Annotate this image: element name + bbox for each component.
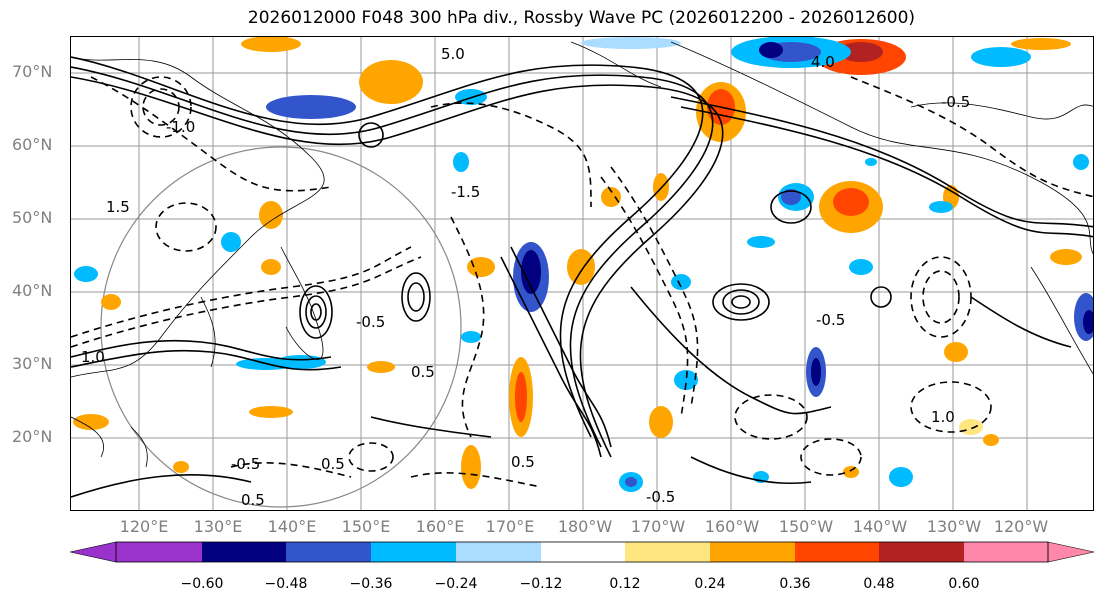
dashed-contours [71, 76, 1093, 488]
contour-label: -0.5 [231, 455, 260, 473]
colorbar-tick: −0.24 [434, 576, 478, 592]
lon-label-150w: 150°W [778, 517, 834, 536]
colorbar-arrow-low [69, 541, 117, 563]
lat-label-60n: 60°N [12, 135, 53, 154]
contour-label: 0.5 [321, 455, 345, 473]
lon-label-130w: 130°W [926, 517, 982, 536]
solid-contours [71, 56, 1093, 498]
colorbar-swatch [710, 542, 795, 562]
lon-label-140w: 140°W [852, 517, 908, 536]
lon-label-120w: 120°W [993, 517, 1049, 536]
contour-label: 1.0 [931, 408, 955, 426]
colorbar-tick: 0.24 [694, 576, 726, 592]
colorbar-swatch [456, 542, 541, 562]
lon-label-180w: 180°W [557, 517, 613, 536]
contour-label: 0.5 [241, 491, 265, 509]
colorbar-swatch [371, 542, 456, 562]
colorbar-tick: −0.48 [264, 576, 308, 592]
contour-label: 0.5 [411, 363, 435, 381]
colorbar-swatch [286, 542, 371, 562]
contour-label: 0.5 [511, 453, 535, 471]
contour-label: -0.5 [356, 313, 385, 331]
colorbar-tick: −0.60 [180, 576, 224, 592]
colorbar-swatch [879, 542, 964, 562]
lon-label-160e: 160°E [415, 517, 465, 536]
lon-label-140e: 140°E [267, 517, 317, 536]
map-panel: -0.5 0.5 1.0 -1.0 1.5 -1.5 4.0 5.0 -0.5 … [70, 36, 1094, 511]
colorbar-tick: 0.60 [948, 576, 980, 592]
contour-label: 1.5 [106, 198, 130, 216]
colorbar-arrow-high [1047, 541, 1095, 563]
lat-label-30n: 30°N [12, 354, 53, 373]
contour-label: 5.0 [441, 45, 465, 63]
colorbar-swatch [116, 542, 202, 562]
contour-label: 4.0 [811, 53, 835, 71]
colorbar-tick: 0.36 [779, 576, 811, 592]
lon-label-170w: 170°W [630, 517, 686, 536]
lon-label-150e: 150°E [341, 517, 391, 536]
packet-circle [100, 146, 462, 508]
contour-label: -0.5 [646, 488, 675, 506]
lat-label-50n: 50°N [12, 208, 53, 227]
coastlines [71, 41, 1093, 468]
lat-label-20n: 20°N [12, 427, 53, 446]
map-title: 2026012000 F048 300 hPa div., Rossby Wav… [247, 8, 916, 28]
divergence-negative-shading [74, 37, 1093, 492]
lon-label-160w: 160°W [704, 517, 760, 536]
map-canvas: -0.5 0.5 1.0 -1.0 1.5 -1.5 4.0 5.0 -0.5 … [71, 37, 1093, 510]
colorbar-swatch [625, 542, 710, 562]
colorbar-tick: 0.12 [609, 576, 641, 592]
colorbar [69, 541, 1095, 563]
colorbar-tick: 0.48 [863, 576, 895, 592]
colorbar-swatch [202, 542, 286, 562]
lat-label-70n: 70°N [12, 62, 53, 81]
colorbar-swatch [541, 542, 625, 562]
colorbar-tick: −0.12 [519, 576, 563, 592]
contour-label: -1.0 [166, 118, 195, 136]
lon-label-170e: 170°E [485, 517, 535, 536]
contour-label: -0.5 [941, 93, 970, 111]
colorbar-swatch [795, 542, 879, 562]
lat-label-40n: 40°N [12, 281, 53, 300]
lon-label-120e: 120°E [119, 517, 169, 536]
colorbar-swatch [964, 542, 1048, 562]
contour-label: -0.5 [816, 311, 845, 329]
lon-label-130e: 130°E [193, 517, 243, 536]
contour-label: 1.0 [81, 348, 105, 366]
contour-label: -1.5 [451, 183, 480, 201]
colorbar-tick: −0.36 [349, 576, 393, 592]
